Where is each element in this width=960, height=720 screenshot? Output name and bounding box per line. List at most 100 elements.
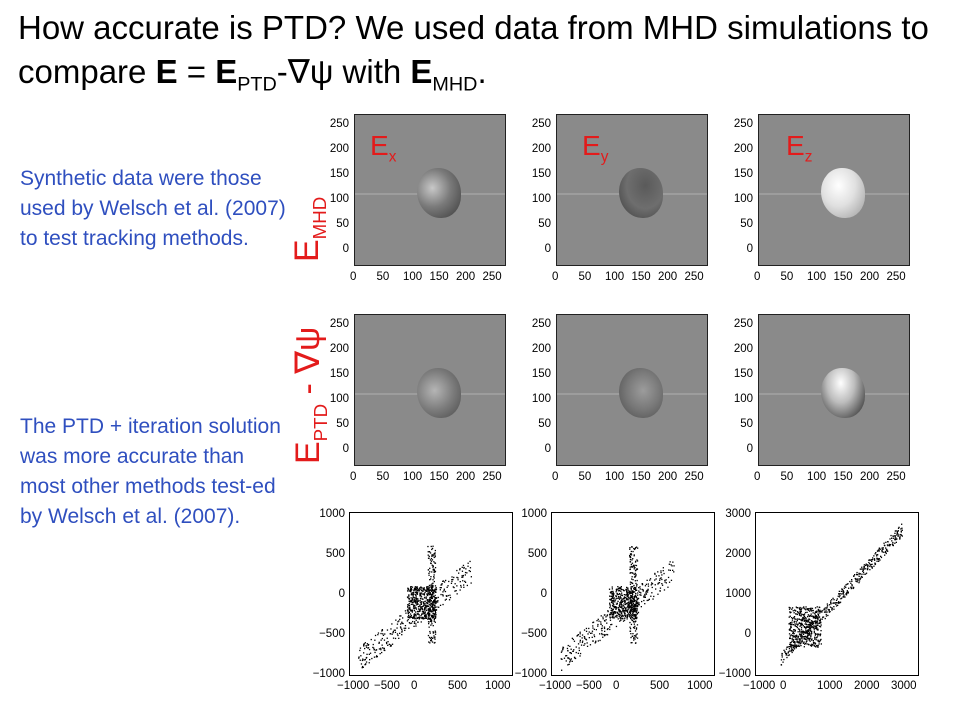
scatter-y-tick-label: −1000 xyxy=(312,668,345,680)
image-x-tick-label: 250 xyxy=(684,471,704,483)
image-x-tick-label: 200 xyxy=(658,271,678,283)
scatter-x-tick-label: 1000 xyxy=(687,680,713,692)
image-y-tick-label: 50 xyxy=(740,218,753,230)
scatter-x-tick-label: 1000 xyxy=(485,680,511,692)
image-y-tick-label: 100 xyxy=(329,193,349,205)
scatter-points xyxy=(560,546,675,671)
scatter-y-tick-label: 500 xyxy=(325,548,345,560)
scatter-x-tick-label: 1000 xyxy=(817,680,843,692)
scatter-y-tick-label: −1000 xyxy=(718,668,751,680)
image-x-tick-label: 250 xyxy=(684,271,704,283)
scatter-plot-ez xyxy=(755,512,919,676)
image-x-tick-label: 250 xyxy=(482,471,502,483)
image-panel xyxy=(758,314,910,466)
image-y-tick-label: 150 xyxy=(733,368,753,380)
image-y-tick-label: 250 xyxy=(733,118,753,130)
panel-blob xyxy=(417,368,461,418)
scatter-plot-ey xyxy=(551,512,715,676)
image-y-tick-label: 50 xyxy=(538,218,551,230)
image-x-tick-label: 50 xyxy=(578,471,592,483)
image-y-tick-label: 50 xyxy=(336,418,349,430)
image-y-tick-label: 150 xyxy=(733,168,753,180)
image-y-tick-label: 100 xyxy=(733,193,753,205)
scatter-y-tick-label: −1000 xyxy=(514,668,547,680)
image-x-tick-label: 50 xyxy=(376,271,390,283)
scatter-x-tick-label: 0 xyxy=(780,680,787,692)
image-x-tick-label: 0 xyxy=(552,471,559,483)
image-x-tick-label: 200 xyxy=(658,471,678,483)
scatter-y-tick-label: 1000 xyxy=(319,508,345,520)
image-y-tick-label: 150 xyxy=(329,168,349,180)
image-y-tick-label: 250 xyxy=(329,318,349,330)
scatter-y-tick-label: 0 xyxy=(338,588,345,600)
image-y-tick-label: 250 xyxy=(531,318,551,330)
image-y-tick-label: 100 xyxy=(733,393,753,405)
image-y-tick-label: 200 xyxy=(329,143,349,155)
image-y-tick-label: 150 xyxy=(531,168,551,180)
scatter-y-tick-label: 1000 xyxy=(725,588,751,600)
image-panel xyxy=(556,314,708,466)
image-y-tick-label: 50 xyxy=(538,418,551,430)
image-y-tick-label: 100 xyxy=(531,393,551,405)
description-paragraph-1: Synthetic data were those used by Welsch… xyxy=(20,167,286,250)
image-x-tick-label: 250 xyxy=(482,271,502,283)
panel-blob xyxy=(821,368,865,418)
image-y-tick-label: 200 xyxy=(531,143,551,155)
scatter-x-tick-label: −500 xyxy=(374,680,400,692)
image-y-tick-label: 150 xyxy=(531,368,551,380)
image-x-tick-label: 100 xyxy=(403,471,423,483)
image-x-tick-label: 0 xyxy=(754,471,761,483)
image-y-tick-label: 250 xyxy=(733,318,753,330)
image-x-tick-label: 100 xyxy=(605,271,625,283)
scatter-y-tick-label: −500 xyxy=(521,628,547,640)
image-x-tick-label: 150 xyxy=(631,471,651,483)
image-x-tick-label: 0 xyxy=(754,271,761,283)
panel-blob xyxy=(821,168,865,218)
image-x-tick-label: 0 xyxy=(350,271,357,283)
scatter-x-tick-label: 2000 xyxy=(854,680,880,692)
image-x-tick-label: 0 xyxy=(552,271,559,283)
description-paragraph-2: The PTD + iteration solution was more ac… xyxy=(20,415,281,528)
panel-blob xyxy=(619,368,663,418)
image-x-tick-label: 150 xyxy=(631,271,651,283)
image-y-tick-label: 200 xyxy=(733,143,753,155)
slide-title: How accurate is PTD? We used data from M… xyxy=(18,9,929,96)
image-y-tick-label: 250 xyxy=(329,118,349,130)
image-y-tick-label: 0 xyxy=(342,443,349,455)
image-y-tick-label: 100 xyxy=(531,193,551,205)
scatter-x-tick-label: −500 xyxy=(576,680,602,692)
image-x-tick-label: 50 xyxy=(780,471,794,483)
scatter-x-tick-label: 3000 xyxy=(891,680,917,692)
image-y-tick-label: 50 xyxy=(740,418,753,430)
image-x-tick-label: 250 xyxy=(886,471,906,483)
image-y-tick-label: 200 xyxy=(531,343,551,355)
scatter-x-tick-label: 500 xyxy=(448,680,468,692)
image-y-tick-label: 200 xyxy=(733,343,753,355)
scatter-x-tick-label: 500 xyxy=(650,680,670,692)
image-x-tick-label: 100 xyxy=(807,271,827,283)
image-panel xyxy=(354,114,506,266)
image-y-tick-label: 100 xyxy=(329,393,349,405)
scatter-points xyxy=(780,523,903,666)
image-x-tick-label: 150 xyxy=(429,271,449,283)
scatter-x-tick-label: −1000 xyxy=(743,680,776,692)
scatter-y-tick-label: −500 xyxy=(319,628,345,640)
image-y-tick-label: 0 xyxy=(746,443,753,455)
scatter-x-tick-label: 0 xyxy=(411,680,418,692)
component-label-ex: Ex xyxy=(370,130,397,166)
image-x-tick-label: 50 xyxy=(578,271,592,283)
image-x-tick-label: 200 xyxy=(456,271,476,283)
scatter-plot-ex xyxy=(349,512,513,676)
image-x-tick-label: 150 xyxy=(833,271,853,283)
scatter-x-tick-label: −1000 xyxy=(337,680,370,692)
image-panel xyxy=(556,114,708,266)
scatter-y-tick-label: 0 xyxy=(744,628,751,640)
scatter-x-tick-label: 0 xyxy=(613,680,620,692)
image-y-tick-label: 150 xyxy=(329,368,349,380)
scatter-y-tick-label: 2000 xyxy=(725,548,751,560)
image-x-tick-label: 200 xyxy=(860,471,880,483)
image-y-tick-label: 200 xyxy=(329,343,349,355)
scatter-y-tick-label: 500 xyxy=(527,548,547,560)
scatter-y-tick-label: 1000 xyxy=(521,508,547,520)
image-x-tick-label: 200 xyxy=(860,271,880,283)
